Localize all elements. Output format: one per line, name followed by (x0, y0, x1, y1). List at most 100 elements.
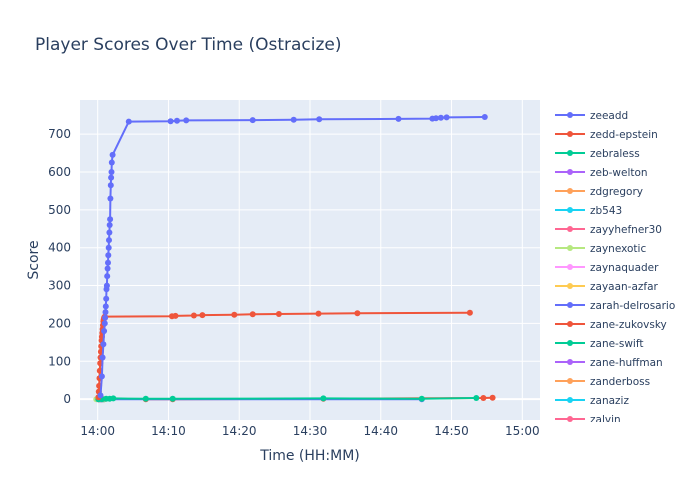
legend-item[interactable]: zeb-welton (555, 167, 648, 179)
data-point (108, 159, 115, 166)
series-group (93, 114, 496, 403)
legend-item[interactable]: zdgregory (555, 186, 643, 198)
legend-label: zaynaquader (590, 262, 659, 274)
data-point (481, 114, 488, 120)
legend-item[interactable]: zedd-epstein (555, 129, 658, 141)
data-point (105, 244, 112, 251)
data-point (108, 174, 115, 181)
legend-marker (567, 226, 573, 232)
legend-label: zarah-delrosario (590, 300, 675, 312)
data-point (107, 216, 114, 223)
legend[interactable]: zeeadd zedd-epstein zebraless zeb-welton zdg… (555, 110, 675, 426)
legend-item[interactable]: zaynexotic (555, 243, 646, 255)
legend-label: zane-zukovsky (590, 319, 667, 331)
legend-label: zanderboss (590, 376, 650, 388)
legend-label: zane-huffman (590, 357, 663, 369)
legend-marker (567, 188, 573, 194)
data-point (437, 114, 444, 121)
legend-label: zeeadd (590, 110, 628, 122)
data-point (315, 310, 322, 317)
legend-marker (567, 397, 573, 403)
data-point (183, 117, 190, 124)
x-tick-label: 14:30 (293, 424, 328, 438)
data-point (418, 395, 425, 402)
legend-item[interactable]: zayyhefner30 (555, 224, 662, 236)
data-point (98, 373, 105, 380)
legend-label: zaynexotic (590, 243, 646, 255)
legend-item[interactable]: zanaziz (555, 395, 629, 407)
data-point (106, 229, 113, 236)
legend-item[interactable]: zane-swift (555, 338, 643, 350)
legend-item[interactable]: zane-zukovsky (555, 319, 667, 331)
legend-item[interactable]: zanderboss (555, 376, 650, 388)
data-point (105, 259, 111, 266)
y-tick-label: 500 (48, 203, 71, 217)
y-tick-label: 600 (48, 165, 71, 179)
x-tick-label: 14:50 (434, 424, 469, 438)
data-point (99, 354, 106, 361)
gridlines (80, 100, 540, 420)
legend-label: zedd-epstein (590, 129, 658, 141)
legend-marker (567, 150, 573, 156)
data-point (100, 341, 107, 348)
data-point (231, 311, 238, 318)
legend-marker (567, 169, 573, 175)
legend-marker (567, 378, 573, 384)
data-point (433, 115, 439, 122)
legend-marker (567, 416, 573, 422)
legend-item[interactable]: zaynaquader (555, 262, 659, 274)
legend-marker (567, 359, 573, 365)
data-point (110, 395, 117, 402)
legend-label: zdgregory (590, 186, 643, 198)
legend-item[interactable]: zarah-delrosario (555, 300, 675, 312)
legend-item[interactable]: zalvin (555, 414, 621, 426)
legend-item[interactable]: zebraless (555, 148, 640, 160)
series-zebraless (95, 395, 480, 403)
legend-marker (567, 302, 573, 308)
y-tick-label: 300 (48, 279, 71, 293)
legend-marker (567, 321, 573, 327)
data-point (106, 237, 112, 244)
legend-marker (567, 207, 573, 213)
legend-label: zanaziz (590, 395, 629, 407)
data-point (101, 320, 108, 327)
data-point (102, 314, 109, 321)
y-tick-label: 200 (48, 316, 71, 330)
x-tick-label: 14:40 (363, 424, 398, 438)
legend-marker (567, 283, 573, 289)
legend-label: zane-swift (590, 338, 643, 350)
legend-label: zeb-welton (590, 167, 648, 179)
data-point (395, 115, 402, 122)
y-tick-label: 700 (48, 127, 71, 141)
data-point (190, 312, 197, 319)
legend-marker (567, 131, 573, 137)
data-point (107, 182, 114, 189)
data-point (174, 117, 180, 124)
chart-title: Player Scores Over Time (Ostracize) (35, 35, 342, 55)
axis-ticks: 0 100 200 300 400 500 600 700 14:00 14:10 14:20 14:… (48, 127, 540, 438)
legend-item[interactable]: zeeadd (555, 110, 628, 122)
data-point (102, 309, 109, 316)
data-point (489, 394, 496, 401)
data-point (290, 116, 297, 123)
data-point (249, 117, 256, 124)
y-tick-label: 100 (48, 354, 71, 368)
data-point (167, 118, 174, 125)
data-point (443, 114, 450, 121)
y-axis-label: Score (26, 240, 42, 279)
data-point (97, 392, 104, 399)
legend-marker (567, 340, 573, 346)
legend-marker (567, 112, 573, 118)
legend-item[interactable]: zayaan-azfar (555, 281, 659, 293)
data-point (199, 312, 206, 319)
y-tick-label: 400 (48, 241, 71, 255)
data-point (473, 395, 480, 401)
data-point (108, 169, 115, 175)
data-point (354, 310, 361, 317)
data-point (125, 118, 132, 125)
legend-item[interactable]: zb543 (555, 205, 622, 217)
data-point (109, 151, 116, 158)
legend-item[interactable]: zane-huffman (555, 357, 663, 369)
data-point (105, 252, 112, 259)
legend-label: zayyhefner30 (590, 224, 662, 236)
